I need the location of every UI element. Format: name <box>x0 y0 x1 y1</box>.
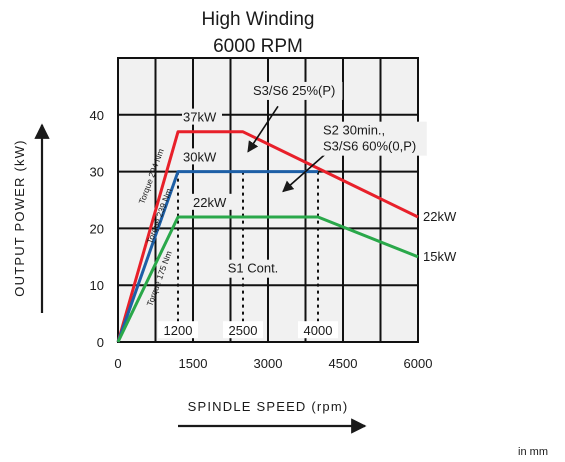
annotation-text: S3/S6 25%(P) <box>253 83 335 98</box>
x-tick-label: 6000 <box>404 356 433 371</box>
annotation-arrow <box>247 105 279 153</box>
power-label: 30kW <box>183 149 217 164</box>
x-tick-label: 0 <box>114 356 121 371</box>
power-label-bg <box>182 108 222 125</box>
x-tick-label: 1500 <box>179 356 208 371</box>
speed-markers: 1200 2500 4000 <box>158 171 338 339</box>
speed-marker-label-bg <box>298 321 338 339</box>
y-axis-title-group: OUTPUT POWER (kW) <box>12 123 50 313</box>
series-line <box>116 130 419 343</box>
y-tick-label: 20 <box>90 221 104 236</box>
annotation-text: S1 Cont. <box>228 261 279 276</box>
unit-note: in mm <box>518 446 548 458</box>
x-axis-title: SPINDLE SPEED (rpm) <box>188 399 349 414</box>
end-label: 22kW <box>423 209 457 224</box>
tick-labels: 0 1500 3000 4500 6000 0 10 20 30 40 <box>90 108 433 371</box>
annotation-text: S2 30min., <box>323 123 385 138</box>
power-label: 37kW <box>183 110 217 125</box>
speed-marker-label-bg <box>223 321 263 339</box>
speed-marker-label: 4000 <box>304 323 333 338</box>
annotation-bg <box>250 81 343 100</box>
end-label: 15kW <box>423 249 457 264</box>
y-tick-label: 0 <box>97 335 104 350</box>
speed-marker-label-bg <box>158 321 198 339</box>
annotation-bg <box>320 121 427 156</box>
x-tick-label: 4500 <box>329 356 358 371</box>
power-label: 22kW <box>193 195 227 210</box>
power-label-bg <box>192 193 232 210</box>
speed-marker-label: 2500 <box>229 323 258 338</box>
chart-title: High Winding <box>202 9 315 30</box>
chart-subtitle: 6000 RPM <box>213 36 303 57</box>
y-tick-label: 30 <box>90 165 104 180</box>
annotation-text: S3/S6 60%(0,P) <box>323 139 416 154</box>
series-lines <box>116 130 419 343</box>
y-axis-title: OUTPUT POWER (kW) <box>12 139 27 296</box>
y-tick-label: 40 <box>90 108 104 123</box>
x-tick-label: 3000 <box>254 356 283 371</box>
speed-marker-label: 1200 <box>164 323 193 338</box>
series-line <box>116 215 419 343</box>
annotation-bg <box>221 259 285 278</box>
y-tick-label: 10 <box>90 278 104 293</box>
power-label-bg <box>182 148 222 165</box>
x-axis-title-group: SPINDLE SPEED (rpm) <box>178 399 367 434</box>
annotation-arrow <box>282 151 329 193</box>
